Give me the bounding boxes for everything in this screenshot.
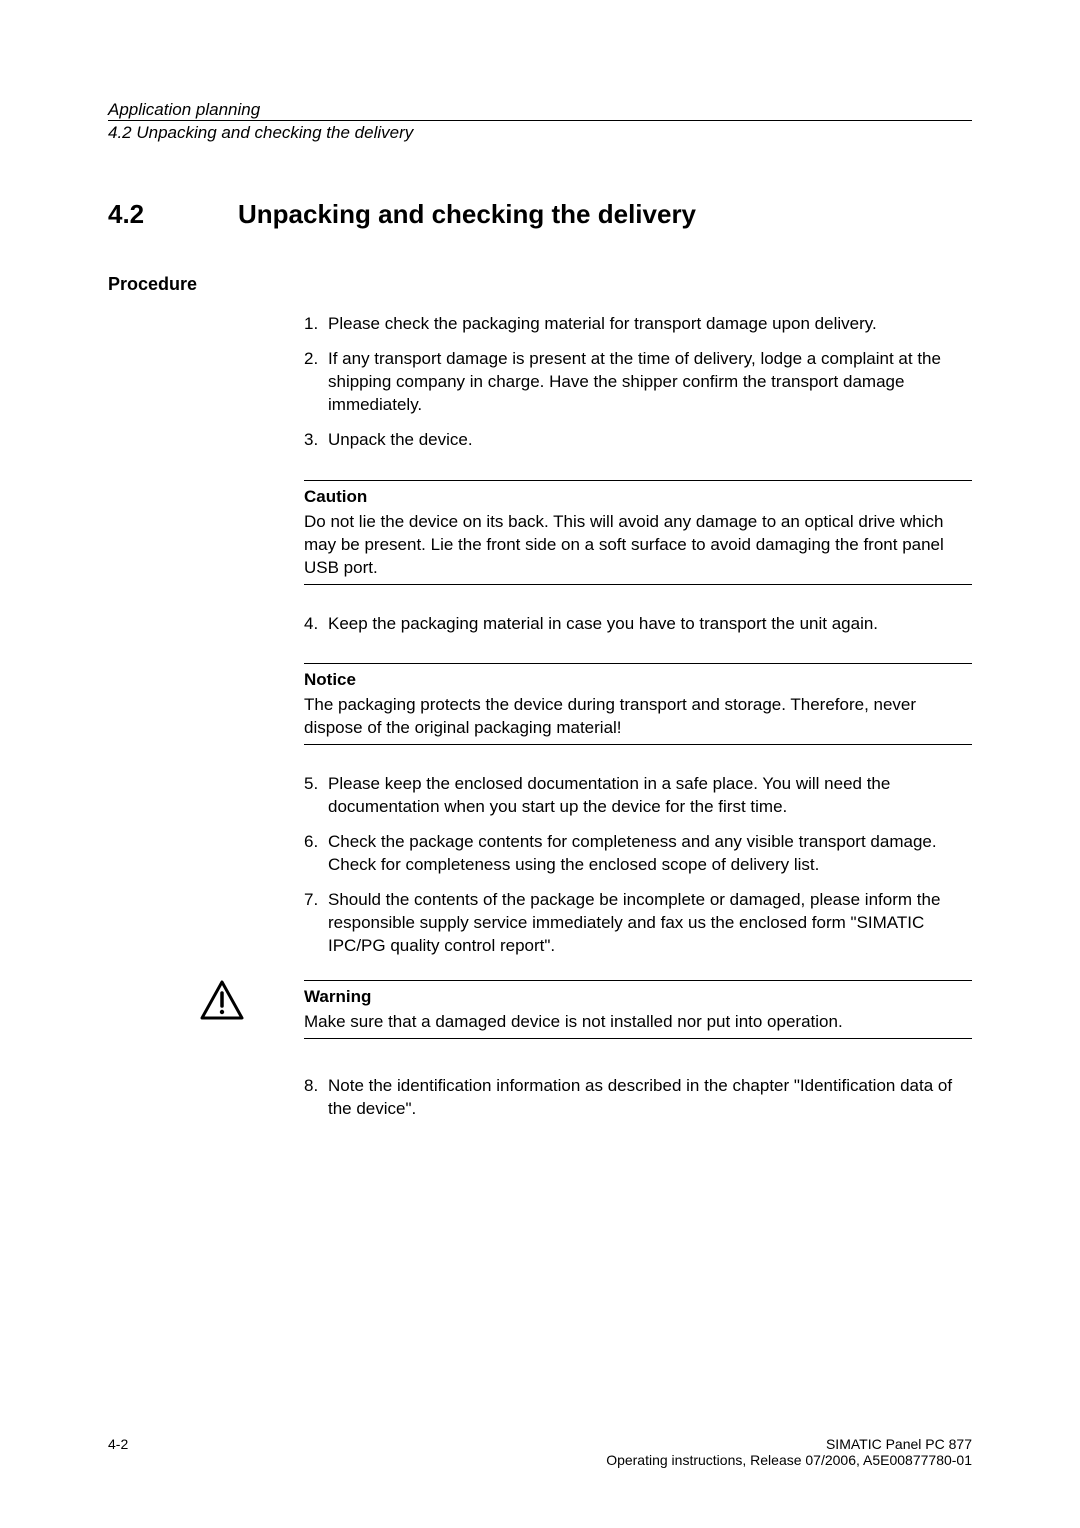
footer-release: Operating instructions, Release 07/2006,…: [606, 1452, 972, 1468]
step-text: Please keep the enclosed documentation i…: [328, 773, 972, 819]
notice-text: The packaging protects the device during…: [304, 694, 972, 745]
step-number: 7.: [304, 889, 328, 958]
header-section-title: Application planning: [108, 100, 972, 120]
step-8: 8. Note the identification information a…: [304, 1075, 972, 1121]
step-text: Check the package contents for completen…: [328, 831, 972, 877]
procedure-heading: Procedure: [108, 274, 972, 295]
footer-page-number: 4-2: [108, 1436, 128, 1468]
warning-label: Warning: [304, 987, 972, 1007]
section-title: Unpacking and checking the delivery: [238, 199, 696, 230]
step-7: 7. Should the contents of the package be…: [304, 889, 972, 958]
step-6: 6. Check the package contents for comple…: [304, 831, 972, 877]
step-4: 4. Keep the packaging material in case y…: [304, 613, 972, 636]
header-subsection-title: 4.2 Unpacking and checking the delivery: [108, 120, 972, 143]
footer-product: SIMATIC Panel PC 877: [606, 1436, 972, 1452]
step-5: 5. Please keep the enclosed documentatio…: [304, 773, 972, 819]
step-1: 1. Please check the packaging material f…: [304, 313, 972, 336]
warning-icon-cell: [108, 980, 304, 1039]
rule: [304, 480, 972, 481]
page-header: Application planning 4.2 Unpacking and c…: [108, 100, 972, 143]
step-number: 8.: [304, 1075, 328, 1121]
section-number: 4.2: [108, 199, 238, 230]
notice-box: Notice The packaging protects the device…: [304, 663, 972, 745]
notice-label: Notice: [304, 670, 972, 690]
caution-box: Caution Do not lie the device on its bac…: [304, 480, 972, 585]
caution-label: Caution: [304, 487, 972, 507]
step-text: Unpack the device.: [328, 429, 972, 452]
step-number: 2.: [304, 348, 328, 417]
step-3: 3. Unpack the device.: [304, 429, 972, 452]
step-text: Keep the packaging material in case you …: [328, 613, 972, 636]
step-text: Note the identification information as d…: [328, 1075, 972, 1121]
page-footer: 4-2 SIMATIC Panel PC 877 Operating instr…: [108, 1436, 972, 1468]
caution-text: Do not lie the device on its back. This …: [304, 511, 972, 585]
footer-docinfo: SIMATIC Panel PC 877 Operating instructi…: [606, 1436, 972, 1468]
rule: [304, 663, 972, 664]
warning-triangle-icon: [200, 980, 244, 1020]
main-content: 1. Please check the packaging material f…: [304, 313, 972, 958]
section-heading: 4.2 Unpacking and checking the delivery: [108, 199, 972, 230]
step-number: 6.: [304, 831, 328, 877]
step-number: 5.: [304, 773, 328, 819]
step-text: If any transport damage is present at th…: [328, 348, 972, 417]
step-2: 2. If any transport damage is present at…: [304, 348, 972, 417]
step-number: 3.: [304, 429, 328, 452]
step-text: Please check the packaging material for …: [328, 313, 972, 336]
content-after-warning: 8. Note the identification information a…: [304, 1075, 972, 1121]
step-text: Should the contents of the package be in…: [328, 889, 972, 958]
warning-section: Warning Make sure that a damaged device …: [108, 980, 972, 1039]
step-number: 1.: [304, 313, 328, 336]
warning-content: Warning Make sure that a damaged device …: [304, 980, 972, 1039]
step-number: 4.: [304, 613, 328, 636]
rule: [304, 980, 972, 981]
warning-text: Make sure that a damaged device is not i…: [304, 1011, 972, 1039]
